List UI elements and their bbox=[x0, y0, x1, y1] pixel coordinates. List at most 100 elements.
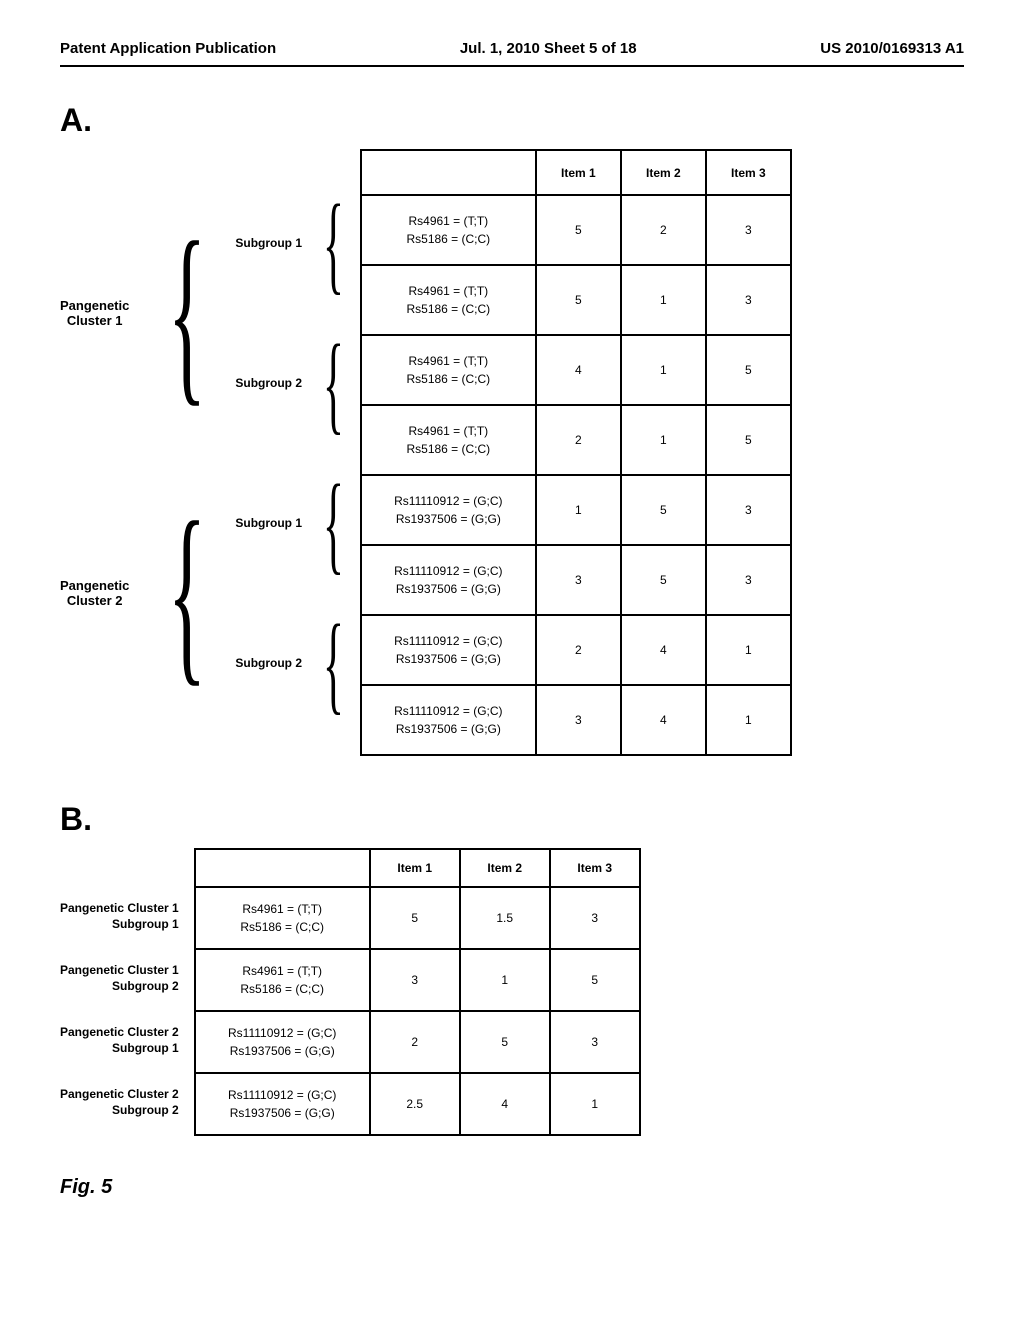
value-cell: 1 bbox=[706, 615, 791, 685]
brace-small-column: { { { { bbox=[307, 173, 360, 733]
header-center: Jul. 1, 2010 Sheet 5 of 18 bbox=[460, 40, 637, 57]
subgroup-label: Subgroup 1 bbox=[235, 453, 307, 593]
genotype-cell: Rs11110912 = (G;C)Rs1937506 = (G;G) bbox=[195, 1011, 370, 1073]
value-cell: 1 bbox=[706, 685, 791, 755]
section-a-label: A. bbox=[60, 102, 964, 139]
diagram-a: PangeneticCluster 1 PangeneticCluster 2 … bbox=[60, 149, 964, 756]
value-cell: 5 bbox=[621, 475, 706, 545]
value-cell: 1 bbox=[550, 1073, 640, 1135]
genotype-cell: Rs4961 = (T;T)Rs5186 = (C;C) bbox=[361, 405, 536, 475]
b-row-label: Pangenetic Cluster 2Subgroup 2 bbox=[60, 1072, 179, 1134]
brace-icon: { bbox=[168, 173, 206, 453]
brace-icon: { bbox=[168, 453, 206, 733]
table-row: Rs11110912 = (G;C)Rs1937506 = (G;G)153 bbox=[361, 475, 791, 545]
value-cell: 5 bbox=[706, 405, 791, 475]
label-column-b: Pangenetic Cluster 1Subgroup 1 Pangeneti… bbox=[60, 848, 194, 1134]
genotype-cell: Rs11110912 = (G;C)Rs1937506 = (G;G) bbox=[361, 475, 536, 545]
cluster-1-label: PangeneticCluster 1 bbox=[60, 173, 129, 453]
subgroup-column: Subgroup 1 Subgroup 2 Subgroup 1 Subgrou… bbox=[235, 173, 307, 733]
value-cell: 5 bbox=[460, 1011, 550, 1073]
genotype-cell: Rs4961 = (T;T)Rs5186 = (C;C) bbox=[195, 949, 370, 1011]
subgroup-label: Subgroup 2 bbox=[235, 593, 307, 733]
table-row: Rs11110912 = (G;C)Rs1937506 = (G;G)241 bbox=[361, 615, 791, 685]
value-cell: 5 bbox=[621, 545, 706, 615]
page-header: Patent Application Publication Jul. 1, 2… bbox=[60, 40, 964, 67]
cluster-column: PangeneticCluster 1 PangeneticCluster 2 bbox=[60, 173, 139, 733]
table-row: Rs11110912 = (G;C)Rs1937506 = (G;G)341 bbox=[361, 685, 791, 755]
table-header: Item 3 bbox=[706, 150, 791, 195]
value-cell: 5 bbox=[370, 887, 460, 949]
value-cell: 3 bbox=[706, 545, 791, 615]
table-header: Item 2 bbox=[621, 150, 706, 195]
value-cell: 2 bbox=[370, 1011, 460, 1073]
value-cell: 2 bbox=[536, 405, 621, 475]
table-row: Rs4961 = (T;T)Rs5186 = (C;C)415 bbox=[361, 335, 791, 405]
b-row-label: Pangenetic Cluster 1Subgroup 1 bbox=[60, 886, 179, 948]
value-cell: 4 bbox=[621, 685, 706, 755]
value-cell: 5 bbox=[536, 265, 621, 335]
genotype-cell: Rs11110912 = (G;C)Rs1937506 = (G;G) bbox=[361, 685, 536, 755]
section-b-label: B. bbox=[60, 801, 964, 838]
value-cell: 3 bbox=[536, 545, 621, 615]
value-cell: 3 bbox=[370, 949, 460, 1011]
table-row: Rs11110912 = (G;C)Rs1937506 = (G;G)353 bbox=[361, 545, 791, 615]
genotype-cell: Rs11110912 = (G;C)Rs1937506 = (G;G) bbox=[361, 545, 536, 615]
brace-large-column: { { bbox=[139, 173, 235, 733]
brace-icon: { bbox=[323, 173, 344, 313]
brace-icon: { bbox=[323, 313, 344, 453]
value-cell: 3 bbox=[706, 265, 791, 335]
value-cell: 3 bbox=[550, 1011, 640, 1073]
value-cell: 4 bbox=[536, 335, 621, 405]
brace-icon: { bbox=[323, 593, 344, 733]
value-cell: 4 bbox=[460, 1073, 550, 1135]
value-cell: 1 bbox=[460, 949, 550, 1011]
subgroup-label: Subgroup 1 bbox=[235, 173, 307, 313]
brace-icon: { bbox=[323, 453, 344, 593]
table-row: Rs4961 = (T;T)Rs5186 = (C;C)51.53 bbox=[195, 887, 640, 949]
table-header: Item 2 bbox=[460, 849, 550, 887]
value-cell: 3 bbox=[550, 887, 640, 949]
value-cell: 5 bbox=[706, 335, 791, 405]
value-cell: 1 bbox=[536, 475, 621, 545]
table-row: Rs4961 = (T;T)Rs5186 = (C;C)315 bbox=[195, 949, 640, 1011]
genotype-cell: Rs4961 = (T;T)Rs5186 = (C;C) bbox=[361, 335, 536, 405]
genotype-cell: Rs11110912 = (G;C)Rs1937506 = (G;G) bbox=[195, 1073, 370, 1135]
value-cell: 1.5 bbox=[460, 887, 550, 949]
value-cell: 3 bbox=[706, 195, 791, 265]
b-row-label: Pangenetic Cluster 1Subgroup 2 bbox=[60, 948, 179, 1010]
table-row: Rs4961 = (T;T)Rs5186 = (C;C)215 bbox=[361, 405, 791, 475]
table-row: Rs4961 = (T;T)Rs5186 = (C;C)513 bbox=[361, 265, 791, 335]
value-cell: 3 bbox=[706, 475, 791, 545]
value-cell: 4 bbox=[621, 615, 706, 685]
table-header-empty bbox=[195, 849, 370, 887]
value-cell: 5 bbox=[536, 195, 621, 265]
genotype-cell: Rs4961 = (T;T)Rs5186 = (C;C) bbox=[361, 265, 536, 335]
value-cell: 2 bbox=[536, 615, 621, 685]
figure-label: Fig. 5 bbox=[60, 1176, 964, 1199]
value-cell: 2.5 bbox=[370, 1073, 460, 1135]
b-row-label: Pangenetic Cluster 2Subgroup 1 bbox=[60, 1010, 179, 1072]
cluster-2-label: PangeneticCluster 2 bbox=[60, 453, 129, 733]
genotype-cell: Rs4961 = (T;T)Rs5186 = (C;C) bbox=[195, 887, 370, 949]
value-cell: 1 bbox=[621, 265, 706, 335]
table-header: Item 3 bbox=[550, 849, 640, 887]
header-right: US 2010/0169313 A1 bbox=[820, 40, 964, 57]
value-cell: 5 bbox=[550, 949, 640, 1011]
table-row: Rs11110912 = (G;C)Rs1937506 = (G;G)253 bbox=[195, 1011, 640, 1073]
subgroup-label: Subgroup 2 bbox=[235, 313, 307, 453]
value-cell: 3 bbox=[536, 685, 621, 755]
table-row: Rs4961 = (T;T)Rs5186 = (C;C)523 bbox=[361, 195, 791, 265]
table-b: Item 1 Item 2 Item 3 Rs4961 = (T;T)Rs518… bbox=[194, 848, 641, 1136]
diagram-b: Pangenetic Cluster 1Subgroup 1 Pangeneti… bbox=[60, 848, 964, 1136]
genotype-cell: Rs11110912 = (G;C)Rs1937506 = (G;G) bbox=[361, 615, 536, 685]
table-row: Rs11110912 = (G;C)Rs1937506 = (G;G)2.541 bbox=[195, 1073, 640, 1135]
table-a: Item 1 Item 2 Item 3 Rs4961 = (T;T)Rs518… bbox=[360, 149, 792, 756]
genotype-cell: Rs4961 = (T;T)Rs5186 = (C;C) bbox=[361, 195, 536, 265]
value-cell: 2 bbox=[621, 195, 706, 265]
table-header: Item 1 bbox=[370, 849, 460, 887]
header-left: Patent Application Publication bbox=[60, 40, 276, 57]
table-header-empty bbox=[361, 150, 536, 195]
value-cell: 1 bbox=[621, 335, 706, 405]
table-header: Item 1 bbox=[536, 150, 621, 195]
value-cell: 1 bbox=[621, 405, 706, 475]
